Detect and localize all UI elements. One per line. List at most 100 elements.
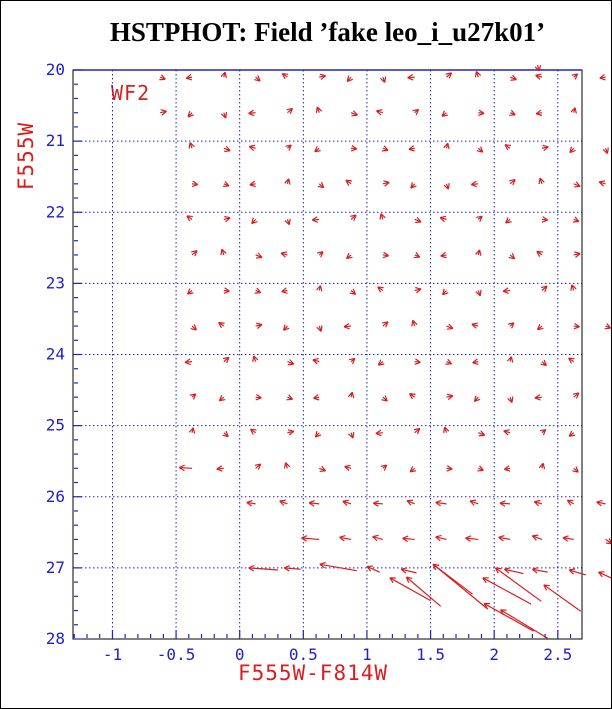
vector-arrow — [287, 429, 295, 436]
vector-arrow — [509, 178, 516, 186]
vector-arrow — [572, 392, 580, 399]
vector-arrow — [541, 285, 548, 292]
vector-arrow — [477, 465, 484, 472]
y-tick-label: 27 — [46, 558, 65, 577]
vector-arrow — [573, 251, 581, 258]
vector-arrow — [602, 147, 609, 155]
vector-arrow — [443, 183, 450, 190]
vector-arrow — [222, 430, 229, 438]
vector-arrow — [414, 216, 422, 224]
vector-arrow — [254, 463, 262, 470]
vector-arrow — [445, 358, 453, 365]
vector-arrow — [605, 538, 611, 545]
vector-arrow — [375, 429, 383, 437]
vector-arrow — [572, 466, 579, 473]
vector-arrow — [470, 180, 479, 188]
vector-arrow — [248, 109, 256, 117]
vector-arrow — [543, 584, 582, 612]
vector-arrow — [389, 577, 431, 602]
x-tick-label: 0 — [235, 645, 245, 664]
vector-arrow — [499, 500, 511, 507]
vector-arrow — [191, 250, 198, 257]
vector-arrow — [536, 250, 543, 257]
vector-arrow — [248, 144, 256, 151]
vector-arrow — [538, 177, 545, 185]
vector-arrow — [475, 289, 482, 297]
vector-arrow — [381, 321, 389, 328]
x-tick-label: 1.5 — [416, 645, 445, 664]
vector-arrow — [188, 142, 195, 149]
vector-arrow — [562, 535, 574, 542]
vector-arrow — [218, 321, 225, 329]
vector-arrow — [255, 393, 262, 401]
vector-arrow — [314, 146, 321, 153]
vector-arrow — [313, 394, 320, 401]
vector-arrow — [413, 427, 421, 435]
vector-arrow — [249, 428, 257, 435]
vector-arrow — [571, 73, 579, 80]
vector-arrow — [287, 359, 295, 366]
vector-arrow — [472, 358, 479, 366]
vector-arrow — [443, 142, 450, 150]
vector-arrow — [533, 499, 543, 507]
y-tick-label: 24 — [46, 345, 65, 364]
vector-arrow — [348, 432, 355, 439]
vector-arrow — [186, 288, 194, 295]
vector-arrow — [377, 359, 385, 366]
vector-arrow — [311, 216, 320, 223]
vector-arrow — [379, 213, 386, 220]
vector-arrow — [504, 465, 511, 472]
vector-arrow — [284, 178, 291, 185]
vector-arrow — [349, 288, 357, 295]
vector-arrow — [283, 324, 290, 331]
vector-arrow — [186, 215, 193, 222]
vector-arrow — [372, 534, 384, 542]
vector-arrow — [445, 72, 453, 79]
vector-arrow — [315, 106, 323, 114]
vector-arrow — [411, 319, 418, 327]
vector-arrow — [435, 499, 447, 507]
vector-arrow — [503, 567, 524, 575]
vector-arrow — [502, 287, 511, 294]
vector-arrow — [476, 146, 484, 153]
vector-arrow — [568, 430, 576, 437]
vector-arrow — [596, 499, 606, 507]
vector-arrow — [366, 565, 380, 573]
vector-arrow — [442, 288, 449, 296]
vector-arrow — [534, 64, 542, 72]
vector-arrow — [346, 75, 354, 82]
vector-arrow — [478, 109, 485, 117]
vector-arrow — [382, 251, 389, 259]
vector-arrow — [541, 216, 548, 223]
vector-arrow — [498, 534, 511, 542]
vector-arrow — [377, 286, 384, 293]
vector-arrow — [441, 110, 449, 117]
x-axis-label: F555W-F814W — [237, 661, 389, 685]
vector-arrow — [249, 180, 256, 188]
vector-arrow — [405, 576, 442, 607]
vector-arrow — [507, 322, 515, 329]
vector-arrow — [471, 322, 479, 329]
y-tick-label: 21 — [46, 131, 65, 150]
vector-arrow — [541, 144, 549, 152]
vector-arrow — [402, 535, 415, 543]
vector-arrow — [598, 180, 606, 187]
vector-arrow — [475, 249, 482, 256]
vector-arrow — [382, 180, 390, 187]
vector-arrow — [317, 251, 324, 258]
vector-arrow — [347, 391, 355, 399]
vector-arrow — [255, 322, 263, 329]
vector-arrow — [316, 285, 323, 292]
vector-arrow — [473, 395, 481, 403]
vector-arrow — [190, 324, 197, 331]
vector-arrow — [534, 394, 542, 401]
vector-arrow — [572, 216, 580, 223]
vector-arrow — [248, 564, 278, 572]
vector-arrow — [407, 74, 415, 81]
vector-arrow — [414, 358, 421, 365]
vector-arrow — [178, 464, 193, 472]
vector-arrow — [573, 322, 580, 330]
vector-arrow — [446, 465, 453, 472]
y-tick-label: 23 — [46, 273, 65, 292]
